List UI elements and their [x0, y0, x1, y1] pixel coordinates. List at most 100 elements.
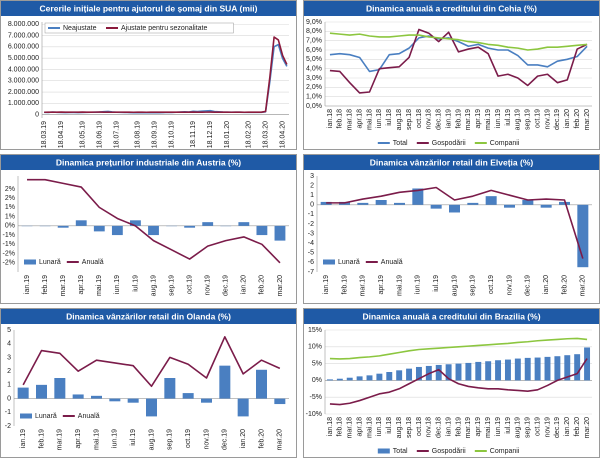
- x-tick-label: 18.04.19: [58, 121, 65, 148]
- x-tick-label: dec.18: [436, 417, 443, 438]
- y-tick-label: 3: [310, 173, 314, 180]
- y-tick-label: 8,0%: [306, 28, 322, 35]
- x-tick-label: iul.19: [505, 109, 512, 126]
- chart-panel: Dinamica anuală a creditului din Brazili…: [303, 308, 600, 458]
- x-tick-label: mar.20: [584, 417, 591, 439]
- x-tick-label: oct.18: [416, 417, 423, 436]
- bar: [219, 365, 231, 399]
- bar: [415, 366, 422, 381]
- x-tick-label: iun.18: [376, 417, 383, 436]
- x-tick-label: dec.19: [525, 275, 532, 296]
- chart-title: Dinamica vânzărilor retail din Elveția (…: [370, 157, 534, 167]
- x-tick-label: mai.19: [93, 429, 100, 450]
- x-tick-label: ian.19: [445, 109, 452, 128]
- bar: [182, 393, 194, 399]
- x-tick-label: sep.19: [470, 275, 477, 296]
- y-tick-label: 4.000.000: [8, 66, 39, 73]
- x-tick-label: sep.19: [525, 417, 532, 438]
- x-tick-label: iun.19: [495, 417, 502, 436]
- bar: [326, 379, 333, 381]
- x-tick-label: mar.19: [360, 275, 367, 297]
- x-tick-label: mar.19: [465, 417, 472, 439]
- x-tick-label: iun.19: [114, 275, 121, 294]
- bar: [495, 360, 502, 381]
- chart-title: Dinamica vânzărilor retail din Olanda (%…: [66, 311, 231, 321]
- x-tick-label: aug.19: [451, 275, 458, 297]
- x-tick-label: iul.18: [386, 417, 393, 434]
- x-tick-label: 18.01.20: [224, 121, 231, 148]
- y-tick-label: 4: [7, 341, 11, 348]
- legend-label: Total: [393, 140, 408, 147]
- bar: [412, 188, 424, 205]
- y-tick-label: 6,0%: [306, 47, 322, 54]
- x-tick-label: iun.19: [495, 109, 502, 128]
- x-tick-label: ian.18: [327, 417, 334, 436]
- x-tick-label: iun.19: [112, 429, 119, 448]
- bar: [544, 356, 551, 381]
- legend-box: [44, 22, 234, 34]
- bar: [320, 201, 332, 205]
- bar: [522, 200, 534, 205]
- title-bar: [1, 155, 296, 170]
- bar: [574, 354, 581, 381]
- x-tick-label: feb.18: [337, 109, 344, 129]
- x-tick-label: iul.19: [132, 275, 139, 292]
- y-tick-label: -1%: [3, 232, 15, 239]
- bar: [584, 347, 591, 381]
- y-tick-label: 0: [310, 202, 314, 209]
- x-tick-label: mar.19: [60, 275, 67, 297]
- title-bar: [1, 1, 296, 16]
- x-tick-label: mar.20: [584, 109, 591, 131]
- line-series: [329, 35, 588, 73]
- line-series: [326, 186, 584, 259]
- chart-title: Dinamica anuală a creditului din Brazili…: [362, 311, 540, 321]
- bar: [164, 378, 176, 399]
- x-tick-label: iul.19: [505, 417, 512, 434]
- x-tick-label: nov.18: [426, 417, 433, 438]
- bar: [72, 394, 84, 399]
- chart-title: Dinamica anuală a creditului din Cehia (…: [366, 3, 537, 13]
- bar: [17, 387, 29, 399]
- x-tick-label: nov.18: [426, 109, 433, 130]
- y-tick-label: 1: [310, 192, 314, 199]
- y-tick-label: 6.000.000: [8, 44, 39, 51]
- y-tick-label: -1: [308, 211, 314, 218]
- bar: [57, 225, 69, 228]
- bar: [356, 376, 363, 381]
- x-tick-label: ian.19: [20, 429, 27, 448]
- chart-panel: Dinamica vânzărilor retail din Elveția (…: [303, 154, 600, 304]
- chart-panel: Dinamica vânzărilor retail din Olanda (%…: [0, 308, 297, 458]
- bar: [256, 369, 267, 399]
- x-tick-label: mai.19: [485, 417, 492, 438]
- x-tick-label: oct.19: [185, 429, 192, 448]
- y-tick-label: 2%: [5, 186, 15, 193]
- bar: [396, 370, 403, 381]
- x-tick-label: apr.18: [356, 109, 363, 129]
- legend-swatch: [24, 259, 36, 265]
- x-tick-label: sep.18: [406, 417, 413, 438]
- y-tick-label: 2: [310, 182, 314, 189]
- x-tick-label: nov.19: [506, 275, 513, 296]
- line-series: [44, 36, 288, 114]
- y-tick-label: -2: [5, 423, 11, 430]
- legend-label: Companii: [490, 140, 520, 147]
- x-tick-label: ian.18: [327, 109, 334, 128]
- y-tick-label: -5: [308, 250, 314, 257]
- y-tick-label: 5%: [312, 360, 322, 367]
- x-tick-label: 18.05.19: [79, 121, 86, 148]
- line-series: [329, 28, 588, 94]
- y-tick-label: 15%: [308, 327, 322, 334]
- x-tick-label: apr.19: [78, 275, 85, 295]
- x-tick-label: feb.20: [574, 417, 581, 437]
- bar: [184, 225, 196, 228]
- x-tick-label: ian.20: [241, 275, 248, 294]
- bar: [146, 398, 157, 417]
- y-tick-label: 1,0%: [306, 94, 322, 101]
- x-tick-label: mar.18: [347, 109, 354, 131]
- y-tick-label: -2%: [3, 260, 15, 267]
- y-tick-label: 5.000.000: [8, 55, 39, 62]
- bar: [346, 377, 353, 381]
- x-tick-label: iul.19: [433, 275, 440, 292]
- x-tick-label: mai.18: [366, 417, 373, 438]
